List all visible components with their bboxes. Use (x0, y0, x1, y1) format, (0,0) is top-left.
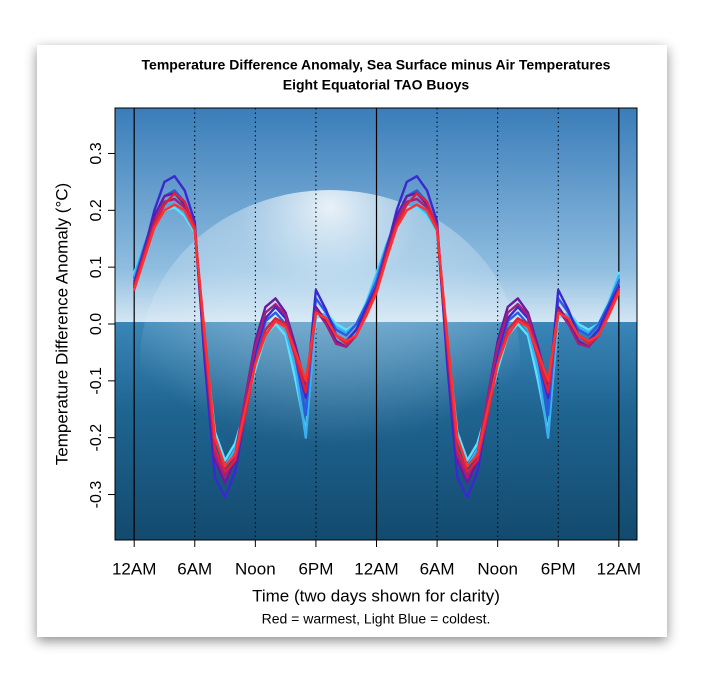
series-line (132, 203, 621, 468)
x-tick-label: 6PM (541, 559, 576, 578)
x-tick-label: Noon (235, 559, 276, 578)
y-tick-label: 0.0 (88, 313, 105, 335)
y-tick-label: 0.3 (88, 142, 105, 164)
x-tick-label: Noon (477, 559, 518, 578)
chart-subtitle: Eight Equatorial TAO Buoys (283, 77, 470, 93)
y-tick-label: 0.1 (88, 256, 105, 278)
y-tick-label: -0.2 (88, 424, 105, 452)
x-tick-label: 6AM (420, 559, 455, 578)
x-tick-label: 12AM (112, 559, 156, 578)
x-tick-label: 6AM (177, 559, 212, 578)
chart-title: Temperature Difference Anomaly, Sea Surf… (142, 57, 611, 73)
y-tick-label: -0.1 (88, 367, 105, 395)
x-tick-label: 6PM (298, 559, 333, 578)
x-tick-label: 12AM (354, 559, 398, 578)
note: Red = warmest, Light Blue = coldest. (262, 611, 491, 627)
y-axis-label: Temperature Difference Anomaly (°C) (52, 183, 71, 465)
x-tick-label: 12AM (597, 559, 641, 578)
y-tick-label: 0.2 (88, 199, 105, 221)
y-tick-label: -0.3 (88, 481, 105, 509)
x-axis-label: Time (two days shown for clarity) (252, 586, 500, 605)
